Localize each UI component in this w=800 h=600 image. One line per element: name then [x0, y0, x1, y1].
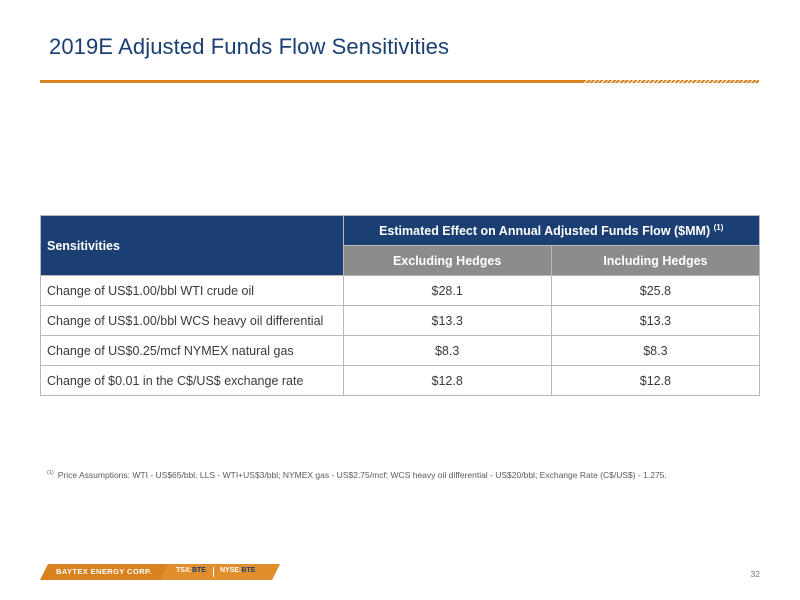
- nyse-prefix: NYSE:: [220, 567, 242, 574]
- page-title: 2019E Adjusted Funds Flow Sensitivities: [49, 34, 450, 59]
- footnote-ref: (1): [713, 222, 724, 232]
- row-label: Change of $0.01 in the C$/US$ exchange r…: [40, 365, 344, 396]
- sensitivities-table: Sensitivities Estimated Effect on Annual…: [40, 215, 761, 396]
- footer-brand-bar: BAYTEX ENERGY CORP. TSX:BTE NYSE:BTE: [40, 564, 280, 580]
- excluding-value: $13.3: [342, 305, 552, 336]
- effect-group-header-text: Estimated Effect on Annual Adjusted Fund…: [379, 224, 711, 239]
- company-logo: BAYTEX ENERGY CORP.: [56, 567, 152, 576]
- nyse-ticker: NYSE:BTE: [220, 567, 255, 574]
- sensitivities-header: Sensitivities: [40, 215, 344, 276]
- including-value: $25.8: [550, 275, 761, 306]
- footnote: (1) Price Assumptions: WTI - US$65/bbl. L…: [47, 470, 667, 480]
- row-label: Change of US$0.25/mcf NYMEX natural gas: [40, 335, 344, 366]
- title-divider-hatch: [584, 80, 759, 83]
- tsx-ticker: TSX:BTE: [176, 567, 206, 574]
- table-row: Change of $0.01 in the C$/US$ exchange r…: [40, 365, 761, 396]
- table-subheader-row: Excluding Hedges Including Hedges: [41, 245, 761, 276]
- excluding-value: $12.8: [342, 365, 552, 396]
- effect-group-header: Estimated Effect on Annual Adjusted Fund…: [342, 215, 760, 246]
- including-value: $13.3: [550, 305, 761, 336]
- excluding-value: $8.3: [342, 335, 552, 366]
- excluding-value: $28.1: [342, 275, 552, 306]
- including-hedges-header: Including Hedges: [550, 245, 761, 276]
- ticker-divider: [213, 567, 214, 577]
- table-row: Change of US$1.00/bbl WTI crude oil $28.…: [40, 275, 761, 306]
- footer-banner-shape: [40, 564, 280, 580]
- table-row: Change of US$1.00/bbl WCS heavy oil diff…: [40, 305, 761, 336]
- footnote-text: Price Assumptions: WTI - US$65/bbl. LLS …: [57, 470, 667, 480]
- tsx-prefix: TSX:: [176, 567, 192, 574]
- row-label: Change of US$1.00/bbl WTI crude oil: [40, 275, 344, 306]
- table-header-row: Sensitivities Estimated Effect on Annual…: [40, 215, 760, 276]
- including-value: $8.3: [550, 335, 761, 366]
- title-divider: [40, 80, 759, 83]
- nyse-symbol: BTE: [241, 567, 256, 574]
- tsx-symbol: BTE: [191, 567, 206, 574]
- row-label: Change of US$1.00/bbl WCS heavy oil diff…: [40, 305, 344, 336]
- table-row: Change of US$0.25/mcf NYMEX natural gas …: [40, 335, 761, 366]
- including-value: $12.8: [550, 365, 761, 396]
- footnote-marker: (1): [47, 470, 54, 477]
- excluding-hedges-header: Excluding Hedges: [342, 245, 552, 276]
- page-number: 32: [750, 569, 760, 579]
